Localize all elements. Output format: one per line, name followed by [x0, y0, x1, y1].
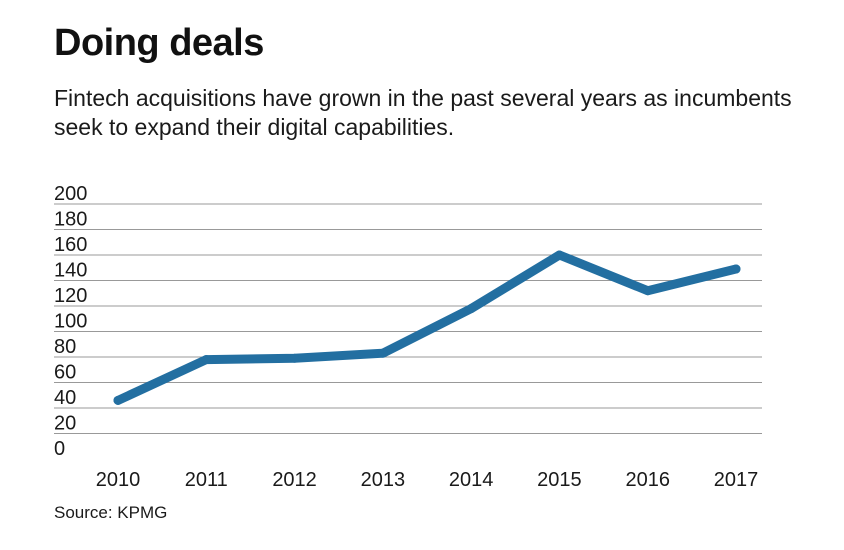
y-tick-label-80: 80 — [54, 336, 76, 358]
series-line-0 — [113, 250, 741, 405]
x-tick-label-2017: 2017 — [714, 469, 759, 491]
gridlines — [54, 203, 762, 434]
y-tick-label-180: 180 — [54, 209, 87, 231]
y-tick-label-60: 60 — [54, 362, 76, 384]
x-axis-ticks: 2010 2011 2012 2013 2014 2015 2016 2017 — [96, 469, 759, 491]
y-tick-label-200: 200 — [54, 183, 87, 205]
x-tick-label-2014: 2014 — [449, 469, 494, 491]
y-tick-label-100: 100 — [54, 311, 87, 333]
y-tick-label-120: 120 — [54, 285, 87, 307]
data-point-2014 — [466, 304, 476, 314]
chart-subtitle: Fintech acquisitions have grown in the p… — [54, 85, 792, 140]
x-tick-label-2016: 2016 — [625, 469, 670, 491]
y-tick-label-0: 0 — [54, 438, 65, 460]
y-tick-label-160: 160 — [54, 234, 87, 256]
data-point-2010 — [113, 395, 123, 405]
y-tick-label-40: 40 — [54, 387, 76, 409]
data-point-2017 — [731, 264, 741, 274]
chart-title: Doing deals — [54, 22, 264, 64]
y-tick-label-20: 20 — [54, 413, 76, 435]
data-point-2013 — [378, 348, 388, 358]
x-tick-label-2012: 2012 — [272, 469, 317, 491]
data-point-2016 — [643, 286, 653, 296]
source-note: Source: KPMG — [54, 503, 168, 522]
data-point-2015 — [554, 250, 564, 260]
y-axis-ticks: 0 20 40 60 80 100 120 140 160 180 200 — [54, 183, 87, 460]
data-point-2011 — [201, 355, 211, 365]
y-tick-label-140: 140 — [54, 260, 87, 282]
data-point-2012 — [290, 353, 300, 363]
x-tick-label-2011: 2011 — [185, 469, 228, 491]
series-group — [113, 250, 741, 405]
x-tick-label-2010: 2010 — [96, 469, 141, 491]
x-tick-label-2013: 2013 — [361, 469, 406, 491]
x-tick-label-2015: 2015 — [537, 469, 582, 491]
